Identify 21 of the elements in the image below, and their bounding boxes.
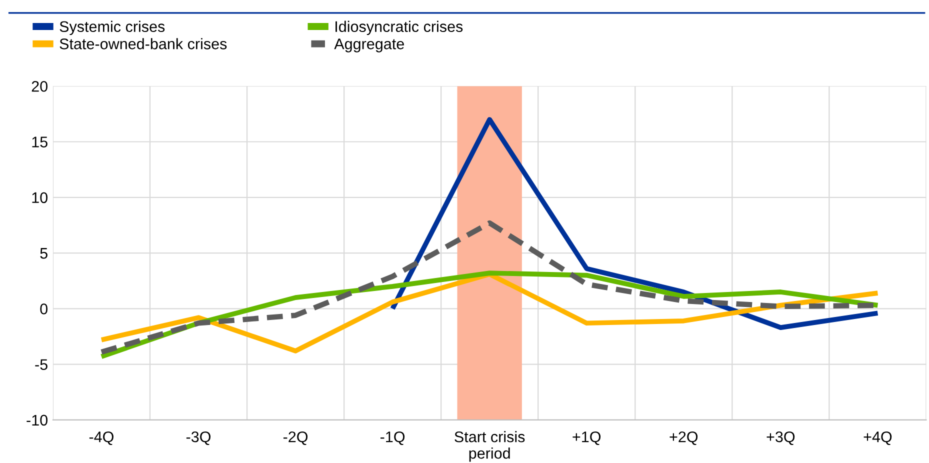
- x-tick-label: +2Q: [670, 431, 698, 446]
- x-tick-label: -3Q: [186, 431, 210, 446]
- y-tick-label: -5: [35, 359, 48, 370]
- y-tick-label: -10: [26, 414, 48, 426]
- legend-label: State-owned-bank crises: [60, 38, 227, 50]
- y-tick-label: 5: [40, 248, 48, 259]
- y-tick-label: 0: [40, 304, 48, 314]
- x-tick-label: +3Q: [766, 431, 795, 446]
- x-tick-label: -2Q: [283, 431, 308, 446]
- line-series: [390, 117, 880, 330]
- y-tick-label: 15: [32, 136, 48, 148]
- legend-label: Systemic crises: [60, 20, 165, 36]
- x-tick-label: -1Q: [380, 431, 405, 446]
- y-tick-label: 20: [32, 80, 48, 92]
- x-tick-label: +1Q: [572, 431, 601, 446]
- x-tick-label: Start crisis period: [454, 431, 525, 462]
- x-tick-label: -4Q: [89, 431, 114, 446]
- legend-label: Idiosyncratic crises: [336, 20, 463, 36]
- y-tick-label: 10: [32, 192, 48, 204]
- legend-label: Aggregate: [334, 38, 404, 52]
- x-tick-label: +4Q: [864, 431, 892, 446]
